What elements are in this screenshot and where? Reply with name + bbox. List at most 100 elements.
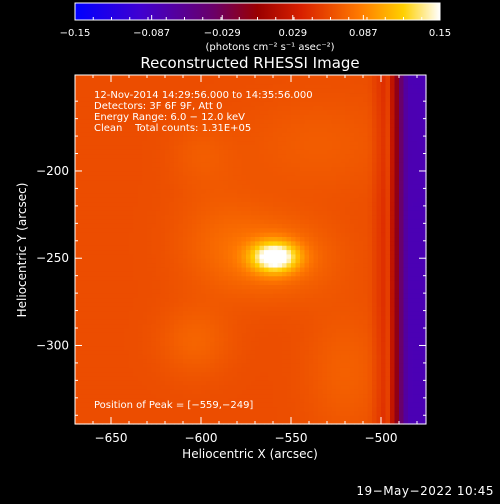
heatmap-cell	[323, 158, 328, 163]
heatmap-cell	[183, 206, 188, 211]
heatmap-cell	[93, 306, 98, 311]
heatmap-cell	[138, 372, 143, 377]
heatmap-cell	[237, 250, 242, 255]
heatmap-cell	[107, 188, 112, 193]
heatmap-cell	[165, 367, 170, 372]
heatmap-cell	[350, 359, 355, 364]
heatmap-cell	[188, 136, 193, 141]
heatmap-cell	[102, 363, 107, 368]
heatmap-cell	[314, 193, 319, 198]
heatmap-cell	[269, 188, 274, 193]
heatmap-cell	[179, 154, 184, 159]
heatmap-cell	[296, 110, 301, 115]
heatmap-cell	[138, 363, 143, 368]
heatmap-cell	[305, 145, 310, 150]
heatmap-cell	[291, 145, 296, 150]
heatmap-cell	[273, 350, 278, 355]
heatmap-cell	[134, 354, 139, 359]
heatmap-cell	[341, 188, 346, 193]
heatmap-cell	[255, 363, 260, 368]
heatmap-cell	[93, 175, 98, 180]
heatmap-cell	[309, 372, 314, 377]
heatmap-cell	[264, 223, 269, 228]
heatmap-cell	[219, 376, 224, 381]
heatmap-cell	[305, 154, 310, 159]
heatmap-cell	[341, 202, 346, 207]
heatmap-cell	[98, 389, 103, 394]
heatmap-cell	[120, 180, 125, 185]
heatmap-cell	[345, 188, 350, 193]
heatmap-cell	[98, 241, 103, 246]
heatmap-cell	[84, 232, 89, 237]
heatmap-cell	[305, 407, 310, 412]
heatmap-cell	[278, 271, 283, 276]
heatmap-cell	[309, 193, 314, 198]
heatmap-cell	[129, 328, 134, 333]
heatmap-cell	[156, 311, 161, 316]
heatmap-cell	[278, 372, 283, 377]
heatmap-cell	[336, 88, 341, 93]
heatmap-cell	[98, 324, 103, 329]
heatmap-cell	[156, 354, 161, 359]
heatmap-cell	[210, 372, 215, 377]
heatmap-cell	[183, 389, 188, 394]
heatmap-cell	[246, 271, 251, 276]
heatmap-cell	[269, 132, 274, 137]
heatmap-cell	[152, 154, 157, 159]
heatmap-cell	[345, 171, 350, 176]
heatmap-cell	[255, 180, 260, 185]
heatmap-cell	[327, 215, 332, 220]
heatmap-cell	[89, 171, 94, 176]
heatmap-cell	[273, 271, 278, 276]
heatmap-cell	[98, 372, 103, 377]
heatmap-cell	[179, 263, 184, 268]
heatmap-cell	[336, 197, 341, 202]
heatmap-cell	[179, 145, 184, 150]
heatmap-cell	[341, 92, 346, 97]
heatmap-cell	[224, 236, 229, 241]
heatmap-cell	[210, 145, 215, 150]
heatmap-cell	[174, 376, 179, 381]
heatmap-cell	[278, 258, 283, 263]
heatmap-cell	[305, 319, 310, 324]
heatmap-cell	[102, 158, 107, 163]
heatmap-cell	[228, 149, 233, 154]
heatmap-cell	[273, 136, 278, 141]
heatmap-cell	[156, 228, 161, 233]
heatmap-cell	[75, 245, 80, 250]
heatmap-cell	[219, 372, 224, 377]
heatmap-cell	[224, 162, 229, 167]
heatmap-cell	[327, 75, 332, 80]
heatmap-cell	[89, 359, 94, 364]
chart-title: Reconstructed RHESSI Image	[140, 54, 359, 72]
heatmap-cell	[84, 145, 89, 150]
heatmap-cell	[143, 372, 148, 377]
heatmap-cell	[84, 228, 89, 233]
heatmap-cell	[224, 389, 229, 394]
heatmap-cell	[251, 271, 256, 276]
heatmap-cell	[350, 302, 355, 307]
heatmap-cell	[291, 319, 296, 324]
heatmap-cell	[233, 79, 238, 84]
heatmap-cell	[93, 245, 98, 250]
heatmap-cell	[188, 354, 193, 359]
heatmap-cell	[237, 306, 242, 311]
heatmap-cell	[125, 149, 130, 154]
heatmap-cell	[174, 271, 179, 276]
heatmap-cell	[192, 167, 197, 172]
heatmap-cell	[251, 215, 256, 220]
heatmap-cell	[156, 263, 161, 268]
heatmap-cell	[165, 315, 170, 320]
heatmap-cell	[84, 140, 89, 145]
heatmap-cell	[323, 184, 328, 189]
heatmap-cell	[129, 250, 134, 255]
heatmap-cell	[341, 184, 346, 189]
heatmap-cell	[84, 219, 89, 224]
heatmap-cell	[300, 184, 305, 189]
heatmap-cell	[138, 289, 143, 294]
heatmap-cell	[125, 306, 130, 311]
heatmap-cell	[273, 389, 278, 394]
heatmap-cell	[246, 171, 251, 176]
heatmap-cell	[219, 197, 224, 202]
heatmap-cell	[291, 79, 296, 84]
